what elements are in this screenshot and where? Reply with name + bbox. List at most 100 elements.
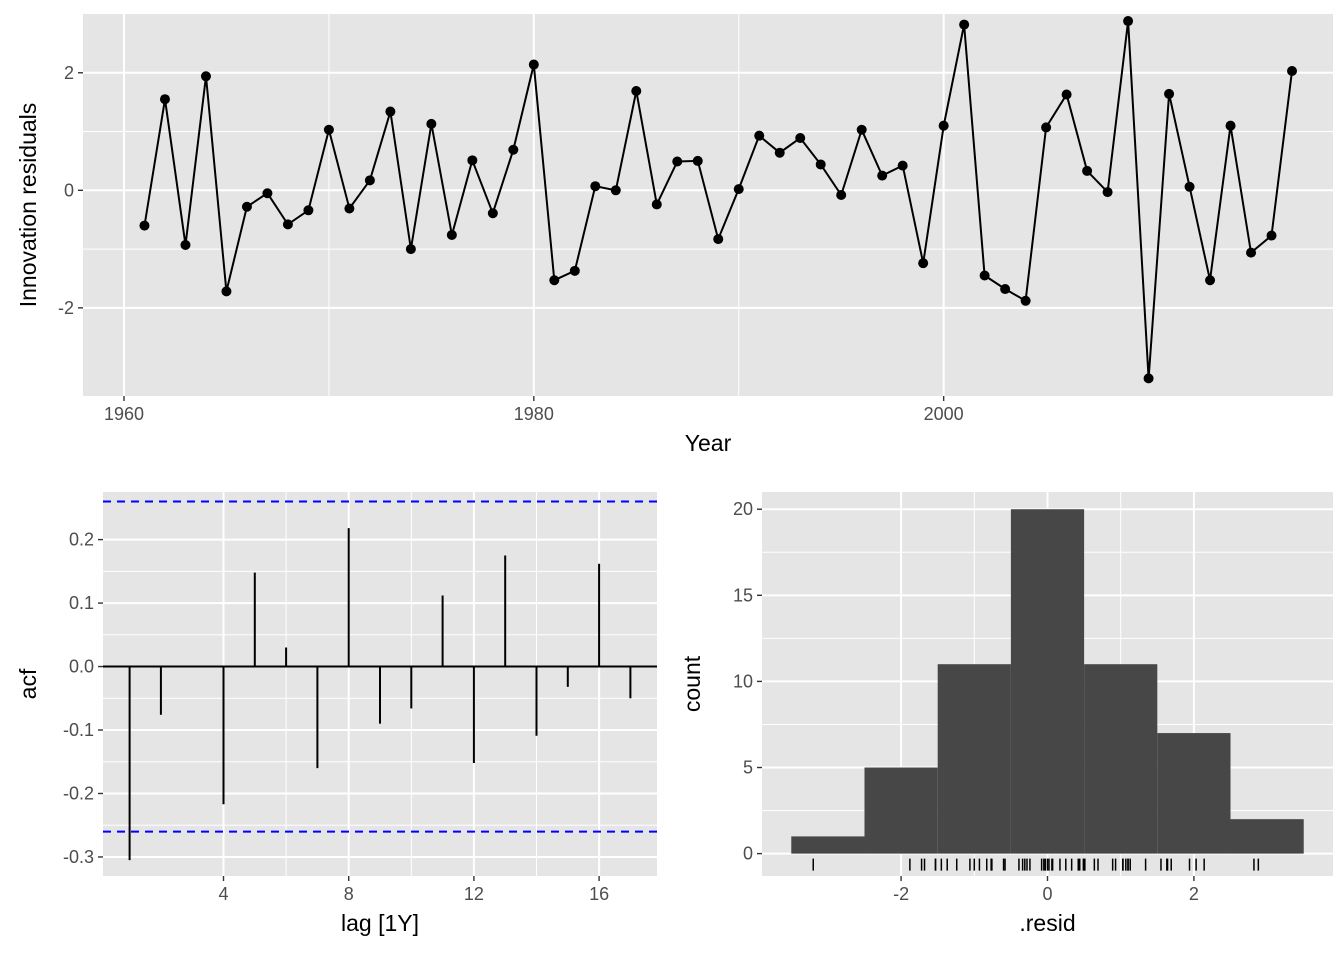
residual-point (487, 208, 498, 219)
residual-point (241, 201, 252, 212)
residual-point (877, 170, 888, 181)
y-tick-label: 0.2 (69, 530, 94, 550)
residuals-timeseries-panel: 1960 1980 2000 -2 0 2 Year Innovation residua… (15, 14, 1333, 456)
residual-point (918, 258, 929, 269)
y-tick-label: 10 (733, 671, 753, 691)
residual-point (754, 130, 765, 141)
residual-point (467, 155, 478, 166)
residual-point (1143, 373, 1154, 384)
x-tick-label: 12 (464, 884, 484, 904)
residual-point (672, 156, 683, 167)
residual-point (200, 71, 211, 82)
y-tick-label: -0.1 (63, 720, 94, 740)
residual-point (1205, 275, 1216, 286)
histogram-marks (791, 509, 1304, 871)
residual-point (959, 19, 970, 30)
histogram-bar (937, 664, 1011, 854)
x-tick-label: 2 (1189, 884, 1199, 904)
residual-point (282, 219, 293, 230)
residual-point (364, 175, 375, 186)
residual-point (815, 159, 826, 170)
y-tick-label: -0.2 (63, 783, 94, 803)
residual-point (528, 59, 539, 70)
residual-point (713, 234, 724, 245)
y-tick-label: 0.0 (69, 657, 94, 677)
residual-point (303, 205, 314, 216)
residual-point (323, 124, 334, 135)
histogram-bar (1084, 664, 1158, 854)
x-tick-label: 8 (344, 884, 354, 904)
histogram-bar (1230, 819, 1304, 854)
x-tick-label: 16 (589, 884, 609, 904)
residual-point (344, 203, 355, 214)
residual-point (1184, 181, 1195, 192)
acf-panel: 4 8 12 16 -0.3 -0.2 -0.1 0.0 0.1 0.2 lag [1Y] acf (15, 492, 657, 936)
x-tick-label: 0 (1042, 884, 1052, 904)
residual-point (590, 181, 601, 192)
residual-point (1020, 295, 1031, 306)
acf-marks (103, 500, 657, 861)
y-tick-label: -0.3 (63, 847, 94, 867)
x-axis-title: .resid (1019, 910, 1075, 936)
residual-point (610, 185, 621, 196)
y-tick-label: -2 (58, 298, 74, 318)
gridlines (83, 14, 1333, 396)
x-tick-label: 4 (218, 884, 228, 904)
residual-point (262, 188, 273, 199)
residual-point (938, 120, 949, 131)
residual-point (1061, 89, 1072, 100)
residual-point (446, 229, 457, 240)
y-axis-title: acf (15, 668, 41, 699)
residual-point (836, 190, 847, 201)
residual-point (1102, 187, 1113, 198)
residual-point (631, 85, 642, 96)
y-axis-title: count (679, 655, 705, 712)
residual-point (795, 133, 806, 144)
x-tick-label: 1960 (104, 404, 144, 424)
tick-labels: 4 8 12 16 -0.3 -0.2 -0.1 0.0 0.1 0.2 (63, 530, 609, 904)
residual-point (856, 124, 867, 135)
residual-point (1225, 120, 1236, 131)
y-tick-label: 0 (743, 844, 753, 864)
residual-point (1246, 247, 1257, 258)
residual-point (692, 155, 703, 166)
residual-point (774, 147, 785, 158)
plot-panel-background (83, 14, 1333, 396)
y-axis-title: Innovation residuals (15, 103, 41, 308)
residual-point (549, 275, 560, 286)
x-axis-title: Year (685, 430, 732, 456)
tick-labels: 1960 1980 2000 -2 0 2 (58, 63, 964, 424)
residual-point (139, 220, 150, 231)
y-tick-label: 20 (733, 499, 753, 519)
residual-point (569, 265, 580, 276)
residual-point (1287, 66, 1298, 77)
x-tick-label: 2000 (924, 404, 964, 424)
residual-point (426, 118, 437, 129)
residual-point (1082, 165, 1093, 176)
residual-point (221, 286, 232, 297)
residual-point (508, 144, 519, 155)
x-axis-title: lag [1Y] (341, 910, 419, 936)
x-tick-label: 1980 (514, 404, 554, 424)
residual-point (1266, 230, 1277, 241)
histogram-bar (1157, 733, 1231, 854)
residual-point (1041, 122, 1052, 133)
residual-point (405, 244, 416, 255)
series-marks (139, 16, 1298, 384)
histogram-bar (1010, 509, 1085, 854)
x-tick-label: -2 (893, 884, 909, 904)
residual-point (385, 106, 396, 117)
residual-point (979, 270, 990, 281)
residual-point (1000, 284, 1011, 295)
residual-point (651, 199, 662, 210)
histogram-bar (864, 767, 938, 854)
residual-point (180, 239, 191, 250)
residual-point (897, 160, 908, 171)
y-tick-label: 0.1 (69, 593, 94, 613)
y-tick-label: 0 (64, 180, 74, 200)
residual-point (1123, 16, 1134, 27)
residual-point (1164, 88, 1175, 99)
